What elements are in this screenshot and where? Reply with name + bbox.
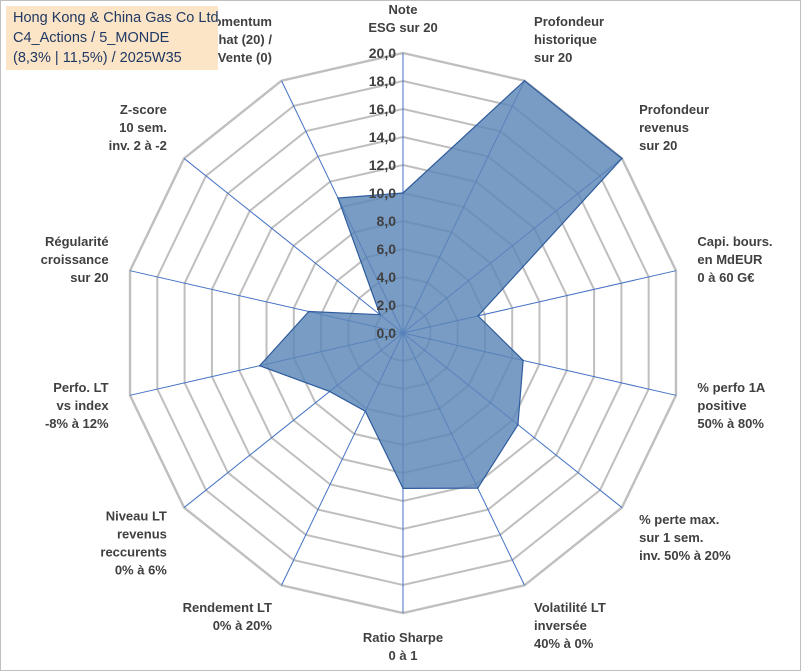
category-label: Z-score 10 sem. inv. 2 à -2 [109,102,167,153]
category-label-line: Profondeur [534,14,604,29]
title-line-performance: (8,3% | 11,5%) / 2025W35 [13,50,182,66]
category-label-line: inversée [534,618,587,633]
tick-label: 14,0 [369,129,396,145]
category-label-line: Achat (20) / [202,32,272,47]
title-line-company: Hong Kong & China Gas Co Ltd [13,10,219,26]
category-label: Régularité croissance sur 20 [41,234,109,285]
data-point [328,390,331,393]
category-label-line: -8% à 12% [45,416,109,431]
category-label-line: sur 20 [639,138,677,153]
data-point [402,192,404,194]
category-label-line: 40% à 0% [534,636,594,651]
category-label-line: Rendement LT [183,600,272,615]
tick-label: 6,0 [377,241,397,257]
data-point [522,359,524,362]
category-label-line: Note [389,2,418,17]
category-label: Ratio Sharpe 0 à 1 [363,630,443,663]
category-label-line: Profondeur [639,102,709,117]
tick-label: 0,0 [377,325,397,341]
radar-tick-labels: 0,0 2,0 4,0 6,0 8,0 10,0 12,0 14,0 16,0 18,0 20,0 [369,45,396,341]
category-label-line: Perfo. LT [53,380,108,395]
category-label-line: sur 20 [70,270,108,285]
category-label-line: sur 20 [534,50,572,65]
data-point [523,79,526,82]
tick-label: 8,0 [377,213,397,229]
category-label: Profondeur historique sur 20 [534,14,604,65]
category-label: % perte max. sur 1 sem. inv. 50% à 20% [639,512,731,563]
radar-series [258,79,623,490]
series-area [258,79,623,490]
category-label: Capi. bours. en MdEUR 0 à 60 G€ [697,234,772,285]
tick-label: 10,0 [369,185,396,201]
category-label-line: % perte max. [639,512,719,527]
category-label-line: inv. 2 à -2 [109,138,167,153]
tick-label: 18,0 [369,73,396,89]
category-label-line: 0 à 1 [389,648,418,663]
data-point [477,315,479,317]
category-label-line: Z-score [120,102,167,117]
data-point [517,423,519,426]
category-label-line: revenus [639,120,689,135]
category-label: Note ESG sur 20 [368,2,437,35]
category-label: % perfo 1A positive 50% à 80% [697,380,766,431]
category-label: Profondeur revenus sur 20 [639,102,709,153]
radar-spoke [183,158,404,334]
category-label-line: Vente (0) [218,50,272,65]
category-label: Volatilité LT inversée 40% à 0% [534,600,606,651]
category-label-line: positive [697,398,746,413]
category-label-line: vs index [57,398,110,413]
data-point [621,157,623,160]
category-label-line: reccurents [100,545,166,560]
data-point [379,313,381,316]
radar-category-labels: Note ESG sur 20 Profondeur historique sur 20… [41,2,773,663]
category-label-line: ESG sur 20 [368,20,437,35]
data-point [258,364,261,367]
category-label-line: 50% à 80% [697,416,764,431]
title-line-category: C4_Actions / 5_MONDE [13,30,170,46]
category-label: Rendement LT 0% à 20% [183,600,273,633]
tick-label: 2,0 [377,297,397,313]
category-label-line: Régularité [45,234,109,249]
tick-label: 16,0 [369,101,396,117]
category-label-line: 0% à 20% [213,618,273,633]
category-label-line: Momentum [203,14,272,29]
category-label-line: Capi. bours. [697,234,772,249]
category-label: Perfo. LT vs index -8% à 12% [45,380,109,431]
category-label-line: 10 sem. [119,120,167,135]
category-label-line: 0% à 6% [115,563,167,578]
category-label-line: Niveau LT [106,509,167,524]
data-point [308,310,310,313]
category-label-line: en MdEUR [697,252,763,267]
category-label-line: revenus [117,527,167,542]
category-label-line: Ratio Sharpe [363,630,443,645]
tick-label: 20,0 [369,45,396,61]
data-point [476,487,479,489]
category-label-line: historique [534,32,597,47]
category-label: Momentum Achat (20) / Vente (0) [202,14,272,65]
category-label: Niveau LT revenus reccurents 0% à 6% [100,509,167,578]
category-label-line: Volatilité LT [534,600,606,615]
data-point [402,487,404,490]
category-label-line: 0 à 60 G€ [697,270,754,285]
data-point [364,410,367,413]
category-label-line: sur 1 sem. [639,530,703,545]
data-point [337,197,339,199]
chart-title-box: Hong Kong & China Gas Co Ltd C4_Actions … [6,6,219,70]
tick-label: 12,0 [369,157,396,173]
tick-label: 4,0 [377,269,397,285]
category-label-line: inv. 50% à 20% [639,548,731,563]
category-label-line: % perfo 1A [697,380,766,395]
category-label-line: croissance [41,252,109,267]
